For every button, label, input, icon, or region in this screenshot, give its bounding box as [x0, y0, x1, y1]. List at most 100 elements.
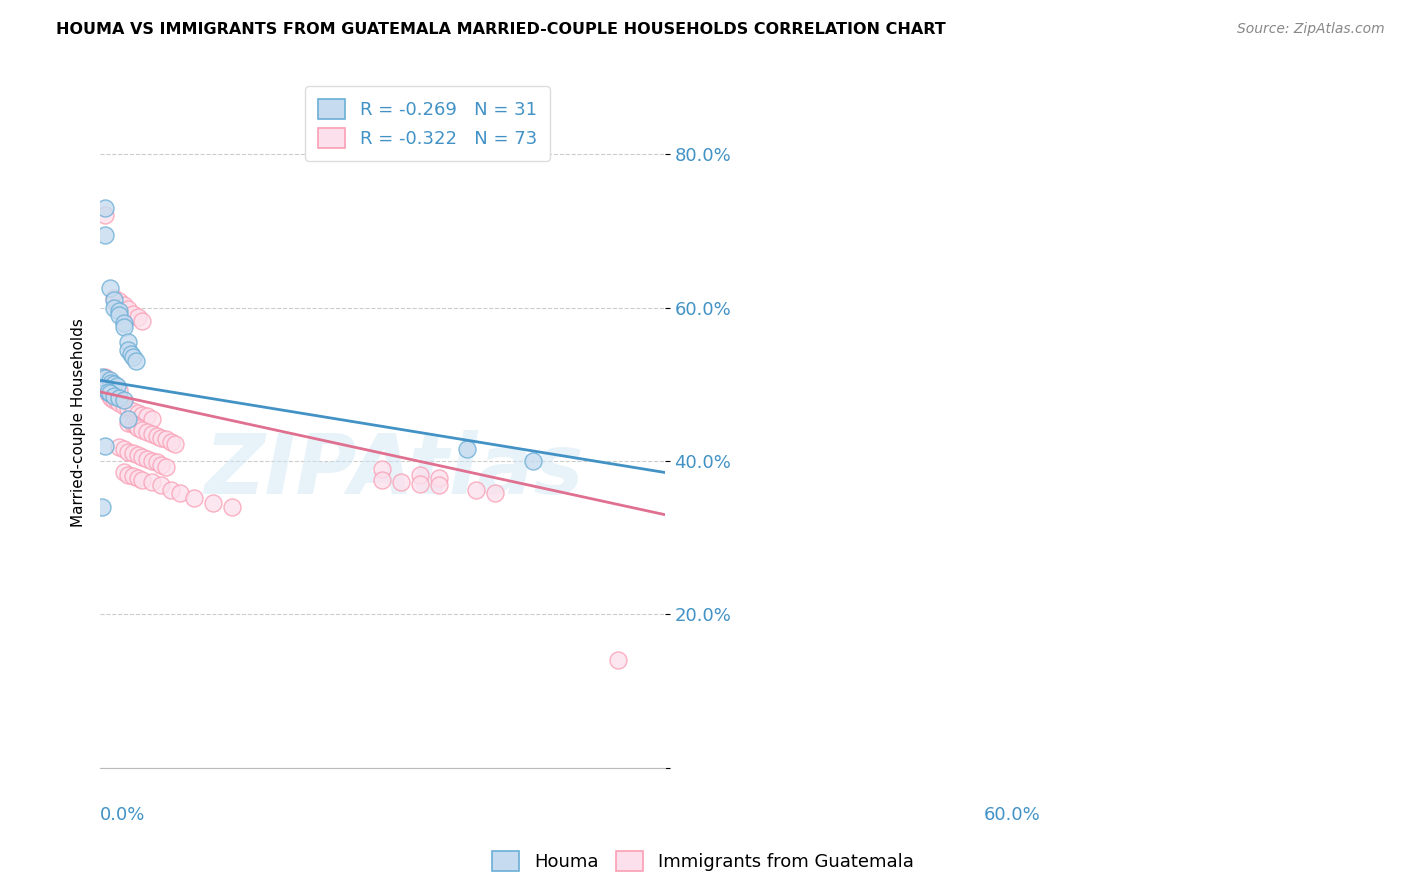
Point [94, 209, 117, 223]
Point [141, 411, 163, 425]
Point [98, 389, 121, 403]
Point [94, 381, 117, 395]
Point [131, 423, 153, 437]
Point [150, 478, 173, 492]
Point [127, 406, 149, 420]
Legend: R = -0.269   N = 31, R = -0.322   N = 73: R = -0.269 N = 31, R = -0.322 N = 73 [305, 87, 550, 161]
Point [97, 384, 120, 399]
Y-axis label: Married-couple Households: Married-couple Households [72, 318, 86, 527]
Point [145, 455, 167, 469]
Point [136, 425, 159, 439]
Point [150, 458, 173, 472]
Point [371, 473, 394, 487]
Text: HOUMA VS IMMIGRANTS FROM GUATEMALA MARRIED-COUPLE HOUSEHOLDS CORRELATION CHART: HOUMA VS IMMIGRANTS FROM GUATEMALA MARRI… [56, 22, 946, 37]
Point [91, 369, 114, 384]
Point [131, 450, 153, 464]
Point [100, 377, 122, 392]
Point [150, 431, 173, 445]
Point [522, 454, 544, 468]
Point [117, 416, 139, 430]
Point [103, 301, 125, 315]
Point [136, 452, 159, 467]
Point [94, 371, 117, 385]
Point [117, 301, 139, 316]
Point [409, 477, 432, 491]
Point [103, 377, 125, 392]
Text: 0.0%: 0.0% [100, 805, 145, 823]
Point [112, 319, 135, 334]
Point [103, 389, 125, 403]
Point [183, 491, 205, 505]
Point [91, 500, 114, 514]
Point [159, 483, 181, 497]
Point [103, 291, 125, 305]
Point [141, 427, 163, 442]
Point [112, 298, 135, 312]
Point [389, 475, 412, 490]
Point [131, 314, 153, 328]
Point [108, 440, 131, 454]
Point [221, 500, 243, 514]
Point [98, 386, 121, 401]
Point [155, 460, 177, 475]
Point [131, 473, 153, 487]
Point [136, 409, 159, 424]
Point [117, 334, 139, 349]
Point [371, 461, 394, 475]
Point [127, 471, 149, 485]
Point [100, 391, 122, 405]
Point [141, 454, 163, 468]
Point [127, 310, 149, 325]
Legend: Houma, Immigrants from Guatemala: Houma, Immigrants from Guatemala [485, 844, 921, 879]
Point [112, 466, 135, 480]
Text: 60.0%: 60.0% [984, 805, 1040, 823]
Point [105, 378, 128, 392]
Point [103, 378, 125, 392]
Point [117, 401, 139, 416]
Point [108, 396, 131, 410]
Point [108, 304, 131, 318]
Point [112, 399, 135, 413]
Point [103, 293, 125, 307]
Point [465, 483, 488, 497]
Point [94, 227, 117, 242]
Point [112, 442, 135, 457]
Point [169, 486, 191, 500]
Point [127, 421, 149, 435]
Point [122, 404, 145, 418]
Point [112, 316, 135, 330]
Point [112, 392, 135, 407]
Point [117, 343, 139, 357]
Point [155, 433, 177, 447]
Point [108, 383, 131, 397]
Point [145, 429, 167, 443]
Point [120, 346, 142, 360]
Point [108, 308, 131, 322]
Point [427, 478, 450, 492]
Point [108, 391, 131, 405]
Point [606, 653, 628, 667]
Point [122, 351, 145, 365]
Point [100, 376, 122, 390]
Point [122, 417, 145, 431]
Point [122, 307, 145, 321]
Point [117, 444, 139, 458]
Point [94, 201, 117, 215]
Point [105, 394, 128, 409]
Point [117, 411, 139, 425]
Point [108, 294, 131, 309]
Text: ZIPAtlas: ZIPAtlas [204, 431, 583, 511]
Point [484, 486, 506, 500]
Point [427, 471, 450, 485]
Text: Source: ZipAtlas.com: Source: ZipAtlas.com [1237, 22, 1385, 37]
Point [165, 437, 187, 451]
Point [456, 442, 478, 457]
Point [159, 434, 181, 449]
Point [98, 376, 121, 390]
Point [125, 354, 148, 368]
Point [409, 467, 432, 482]
Point [98, 281, 121, 295]
Point [117, 467, 139, 482]
Point [202, 496, 225, 510]
Point [97, 386, 120, 401]
